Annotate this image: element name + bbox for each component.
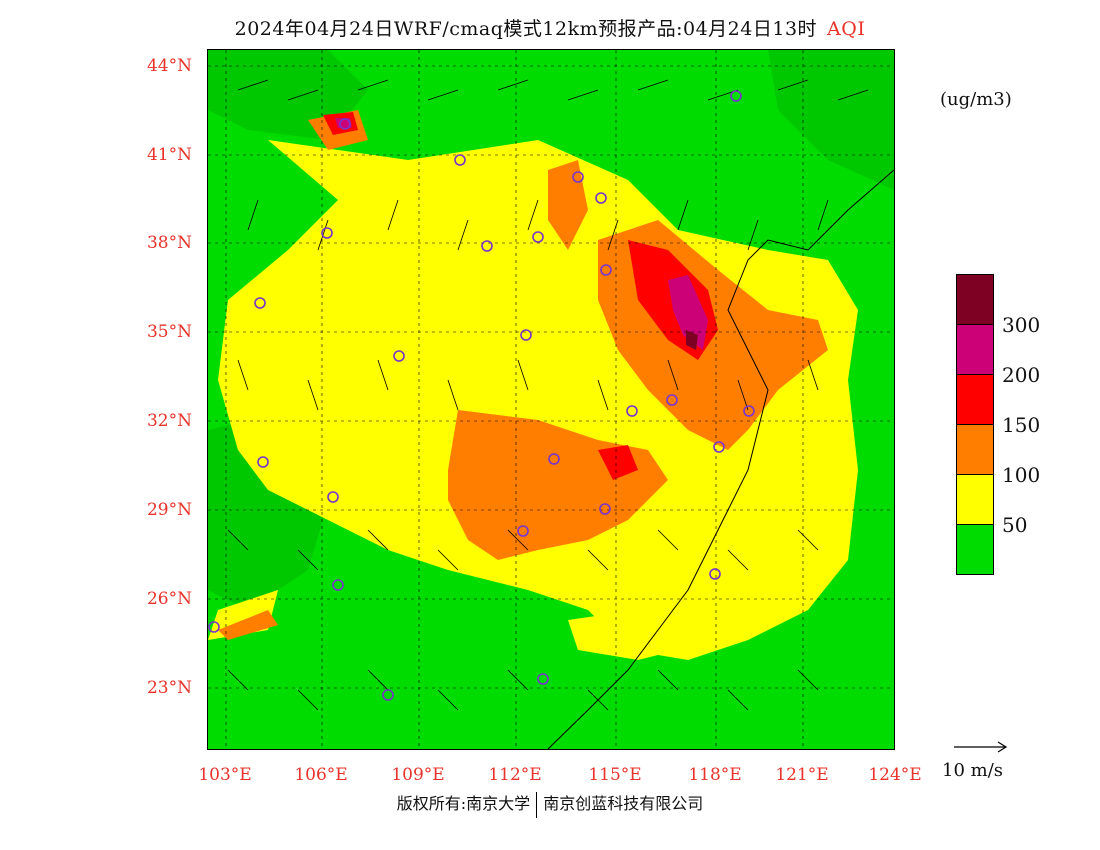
legend-label-300: 300	[1002, 313, 1041, 337]
legend-label-100: 100	[1002, 463, 1041, 487]
title-main: 2024年04月24日WRF/cmaq模式12km预报产品:04月24日13时	[234, 18, 818, 40]
footer-separator	[536, 791, 538, 818]
lat-label-41: 41°N	[146, 145, 192, 165]
legend-swatch-150-200	[956, 374, 994, 425]
legend-swatch-0-50	[956, 524, 994, 575]
lat-label-29: 29°N	[146, 500, 192, 520]
footer-company: 南京创蓝科技有限公司	[543, 794, 704, 813]
title-variable: AQI	[827, 18, 866, 40]
wind-reference-arrow-icon	[954, 741, 1008, 753]
lon-label-109: 109°E	[391, 765, 445, 785]
footer: 版权所有:南京大学 南京创蓝科技有限公司	[0, 790, 1100, 818]
footer-copyright: 版权所有:南京大学	[396, 794, 531, 813]
lon-label-124: 124°E	[868, 765, 922, 785]
lon-label-106: 106°E	[294, 765, 348, 785]
lat-label-32: 32°N	[146, 411, 192, 431]
city-markers	[208, 90, 755, 701]
lon-label-115: 115°E	[588, 765, 642, 785]
legend-label-200: 200	[1002, 363, 1041, 387]
legend-swatch-100-150	[956, 424, 994, 475]
wind-field	[227, 79, 869, 711]
legend-swatch-200-300	[956, 324, 994, 375]
lat-label-35: 35°N	[146, 322, 192, 342]
map-title: 2024年04月24日WRF/cmaq模式12km预报产品:04月24日13时 A…	[0, 14, 1100, 41]
legend-swatch-50-100	[956, 474, 994, 525]
aqi-map[interactable]	[207, 49, 895, 750]
aqi-map-canvas	[208, 50, 894, 749]
lon-label-112: 112°E	[488, 765, 542, 785]
lon-label-121: 121°E	[775, 765, 829, 785]
lat-label-23: 23°N	[146, 678, 192, 698]
lon-label-118: 118°E	[688, 765, 742, 785]
lon-label-103: 103°E	[198, 765, 252, 785]
wind-reference-label: 10 m/s	[942, 760, 1003, 781]
legend-unit: (ug/m3)	[940, 89, 1012, 110]
lat-label-44: 44°N	[146, 56, 192, 76]
legend-swatch-300plus	[956, 274, 994, 325]
legend-label-150: 150	[1002, 413, 1041, 437]
lat-label-38: 38°N	[146, 233, 192, 253]
legend-label-50: 50	[1002, 513, 1028, 537]
lat-label-26: 26°N	[146, 589, 192, 609]
